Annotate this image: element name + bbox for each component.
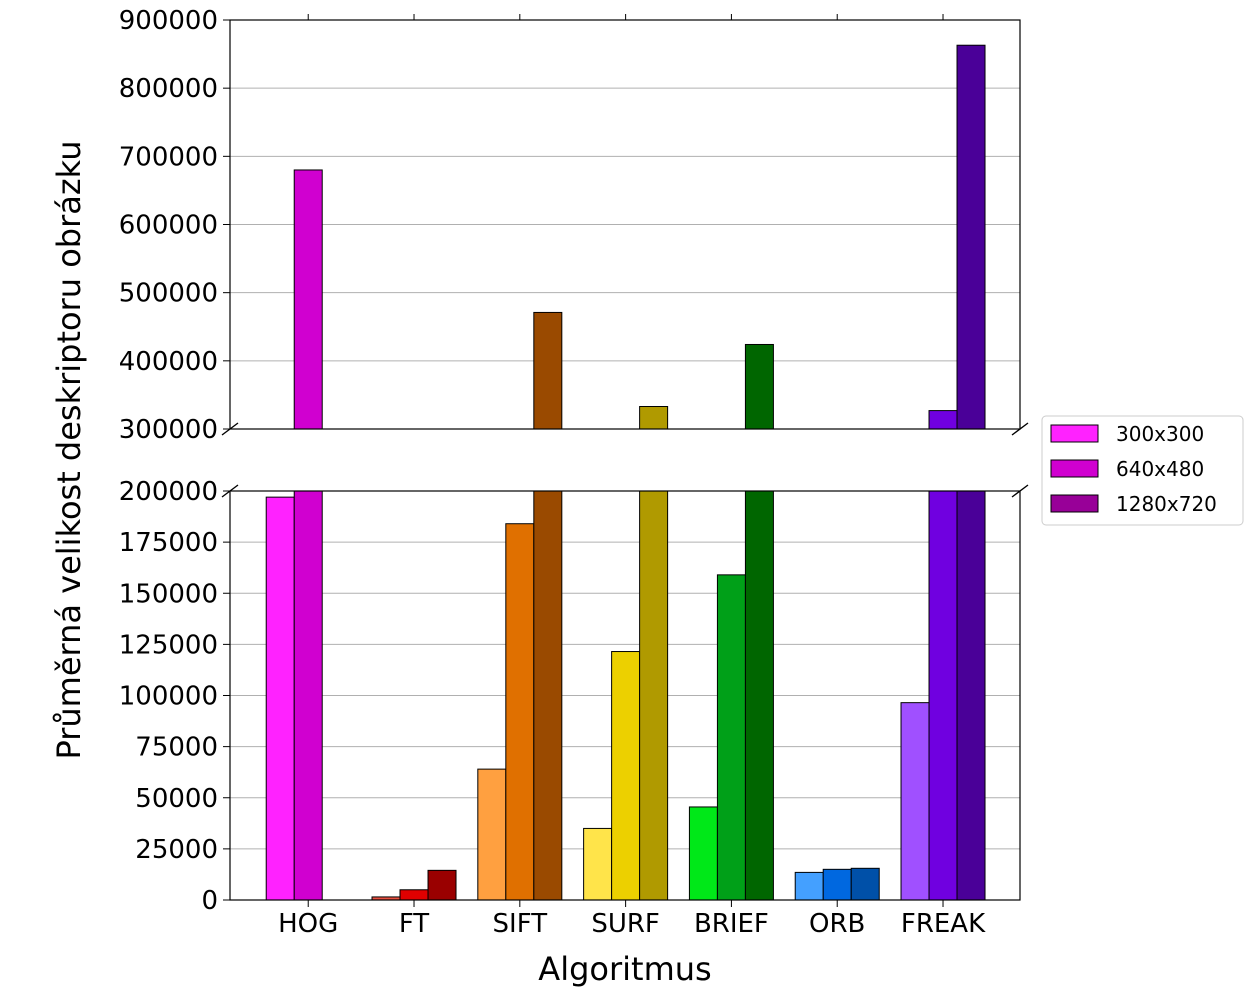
bar-ft-640x480-lower <box>399 889 429 901</box>
bar-sift-300x300-lower <box>477 768 507 901</box>
x-axis-title: Algoritmus <box>538 950 711 988</box>
upper-ytick-label: 700000 <box>119 142 218 172</box>
bar-hog-300x300-lower <box>265 496 295 901</box>
legend-swatch <box>1050 494 1099 513</box>
tick-marks-and-labels: 3000004000005000006000007000008000009000… <box>119 6 986 939</box>
bar-brief-300x300-lower <box>688 806 718 901</box>
legend-label: 300x300 <box>1116 422 1204 446</box>
bar-orb-300x300-lower <box>794 871 824 901</box>
bar-freak-300x300-lower <box>900 702 930 901</box>
xtick-label: HOG <box>278 909 338 939</box>
break-marker <box>221 422 239 436</box>
lower-ytick-label: 0 <box>201 886 218 916</box>
bar-freak-640x480-lower <box>928 490 958 901</box>
upper-ytick-label: 800000 <box>119 74 218 104</box>
bar-freak-1280x720-upper <box>956 44 986 430</box>
break-marker <box>1011 484 1029 498</box>
bar-orb-640x480-lower <box>822 868 852 901</box>
lower-ytick-label: 150000 <box>119 579 218 609</box>
bar-surf-1280x720-upper <box>639 406 669 430</box>
legend-label: 1280x720 <box>1116 492 1217 516</box>
bar-hog-640x480-lower <box>293 490 323 901</box>
bar-orb-1280x720-lower <box>850 867 880 901</box>
lower-ytick-label: 200000 <box>119 477 218 507</box>
upper-ytick-label: 300000 <box>119 415 218 445</box>
break-marker <box>221 484 239 498</box>
legend-label: 640x480 <box>1116 457 1204 481</box>
bar-ft-1280x720-lower <box>427 869 457 901</box>
lower-ytick-label: 175000 <box>119 528 218 558</box>
bar-sift-1280x720-lower <box>533 490 563 901</box>
upper-ytick-label: 600000 <box>119 211 218 241</box>
lower-ytick-label: 75000 <box>135 733 218 763</box>
bar-sift-640x480-lower <box>505 523 535 901</box>
legend-swatch <box>1050 459 1099 478</box>
lower-ytick-label: 100000 <box>119 682 218 712</box>
axis-break-markers <box>221 422 1029 498</box>
legend-swatch <box>1050 424 1099 443</box>
xtick-label: BRIEF <box>694 909 769 939</box>
xtick-label: FREAK <box>901 909 986 939</box>
bar-freak-640x480-upper <box>928 410 958 430</box>
bar-hog-640x480-upper <box>293 169 323 430</box>
bar-brief-1280x720-upper <box>744 343 774 430</box>
bar-surf-1280x720-lower <box>639 490 669 901</box>
upper-ytick-label: 500000 <box>119 279 218 309</box>
xtick-label: FT <box>399 909 429 939</box>
bar-freak-1280x720-lower <box>956 490 986 901</box>
xtick-label: ORB <box>809 909 865 939</box>
bar-surf-640x480-lower <box>611 651 641 901</box>
bar-surf-300x300-lower <box>583 827 613 901</box>
bars <box>265 44 986 901</box>
lower-ytick-label: 25000 <box>135 835 218 865</box>
lower-ytick-label: 50000 <box>135 784 218 814</box>
legend: 300x300 640x480 1280x720 <box>1041 415 1244 526</box>
lower-ytick-label: 125000 <box>119 630 218 660</box>
y-axis-title: Průměrná velikost deskriptoru obrázku <box>50 140 88 759</box>
xtick-label: SURF <box>591 909 660 939</box>
break-marker <box>1011 422 1029 436</box>
bar-brief-1280x720-lower <box>744 490 774 901</box>
bar-brief-640x480-lower <box>716 574 746 901</box>
upper-ytick-label: 400000 <box>119 347 218 377</box>
upper-ytick-label: 900000 <box>119 6 218 36</box>
bar-sift-1280x720-upper <box>533 311 563 430</box>
xtick-label: SIFT <box>493 909 548 939</box>
